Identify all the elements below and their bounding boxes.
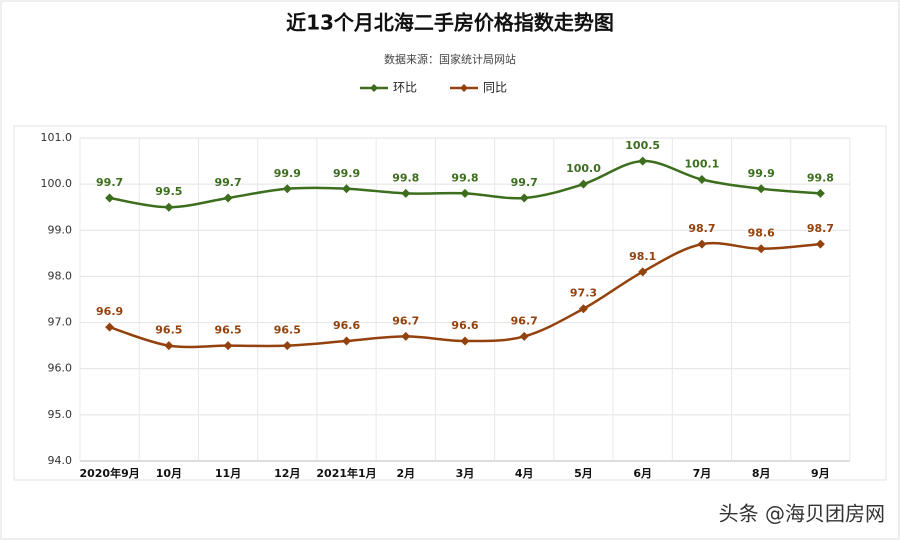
data-label: 96.5 [215,324,242,337]
point-marker [342,184,352,194]
data-label: 99.9 [333,167,360,180]
point-marker [638,267,648,277]
x-tick-label: 12月 [274,467,300,480]
x-tick-label: 4月 [515,467,534,480]
point-marker [697,239,707,249]
y-tick-label: 98.0 [48,269,73,282]
legend-marker [370,84,378,92]
point-marker [519,331,529,341]
x-tick-label: 5月 [574,467,593,480]
data-label: 99.7 [511,176,538,189]
y-tick-label: 100.0 [41,177,73,190]
data-label: 96.7 [511,314,538,327]
x-tick-label: 8月 [752,467,771,480]
data-label: 99.5 [155,185,182,198]
chart-title: 近13个月北海二手房价格指数走势图 [286,11,614,35]
point-marker [401,188,411,198]
data-label: 100.5 [625,139,660,152]
data-label: 96.7 [392,314,419,327]
y-tick-label: 101.0 [41,131,73,144]
data-label: 96.5 [274,324,301,337]
data-label: 100.1 [685,158,720,171]
point-marker [282,184,292,194]
data-label: 96.9 [96,305,123,318]
y-tick-label: 95.0 [48,408,73,421]
point-marker [223,193,233,203]
chart-subtitle: 数据来源：国家统计局网站 [384,52,516,66]
x-tick-label: 3月 [456,467,475,480]
data-label: 96.6 [451,319,478,332]
x-tick-label: 10月 [156,467,182,480]
point-marker [105,193,115,203]
x-tick-label: 11月 [215,467,241,480]
plot-frame [13,125,887,481]
x-tick-label: 2021年1月 [316,466,376,480]
point-marker [105,322,115,332]
point-marker [697,175,707,185]
point-marker [342,336,352,346]
data-label: 99.9 [748,167,775,180]
data-label: 99.7 [96,176,123,189]
data-label: 98.1 [629,250,656,263]
point-marker [164,202,174,212]
data-label: 98.7 [807,222,834,235]
y-tick-label: 96.0 [48,362,73,375]
y-tick-label: 97.0 [48,316,73,329]
data-label: 98.7 [688,222,715,235]
legend-label: 环比 [393,81,417,95]
data-label: 99.8 [392,171,419,184]
point-marker [815,188,825,198]
data-label: 99.8 [807,171,834,184]
data-label: 96.6 [333,319,360,332]
data-label: 96.5 [155,324,182,337]
point-marker [638,156,648,166]
point-marker [756,244,766,254]
data-label: 99.8 [451,171,478,184]
point-marker [460,336,470,346]
x-tick-label: 9月 [811,467,830,480]
x-tick-label: 6月 [633,467,652,480]
point-marker [164,341,174,351]
point-marker [815,239,825,249]
point-marker [282,341,292,351]
legend-label: 同比 [483,81,507,95]
data-label: 100.0 [566,162,601,175]
y-tick-label: 94.0 [48,454,73,467]
point-marker [460,188,470,198]
point-marker [578,304,588,314]
x-tick-label: 7月 [693,467,712,480]
data-label: 99.9 [274,167,301,180]
point-marker [578,179,588,189]
point-marker [223,341,233,351]
legend-marker [460,84,468,92]
point-marker [756,184,766,194]
x-tick-label: 2月 [396,467,415,480]
data-label: 98.6 [748,227,775,240]
data-label: 97.3 [570,287,597,300]
data-label: 99.7 [215,176,242,189]
watermark: 头条 @海贝团房网 [719,502,885,526]
point-marker [401,331,411,341]
x-tick-label: 2020年9月 [79,466,139,480]
y-tick-label: 99.0 [48,223,73,236]
point-marker [519,193,529,203]
